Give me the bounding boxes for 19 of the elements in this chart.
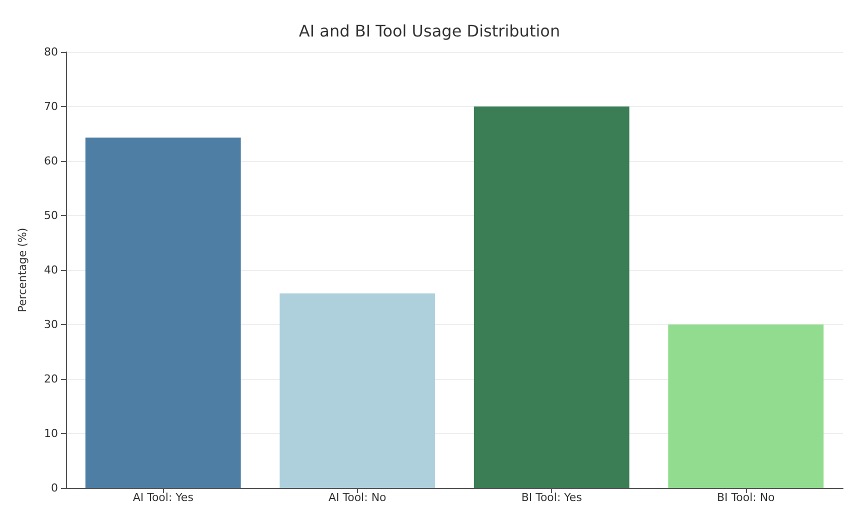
y-axis-title: Percentage (%) — [16, 228, 29, 312]
x-tick-label: AI Tool: No — [328, 491, 387, 504]
y-tick-label: 70 — [44, 100, 58, 113]
bar — [85, 138, 241, 488]
y-tick-label: 0 — [51, 482, 58, 494]
x-tick-label: BI Tool: Yes — [521, 491, 582, 504]
y-tick-label: 20 — [44, 372, 58, 386]
y-tick-label: 10 — [44, 427, 58, 440]
chart-title: AI and BI Tool Usage Distribution — [298, 22, 560, 40]
bar — [668, 324, 824, 488]
x-tick-label: BI Tool: No — [716, 491, 776, 504]
x-tick-label: AI Tool: Yes — [132, 491, 194, 504]
bar — [280, 293, 436, 488]
y-tick-label: 80 — [44, 46, 58, 58]
y-tick-label: 30 — [44, 318, 58, 331]
y-tick-label: 50 — [44, 209, 58, 222]
bar — [474, 106, 630, 488]
y-tick-label: 40 — [44, 264, 58, 276]
y-tick-label: 60 — [44, 154, 58, 168]
